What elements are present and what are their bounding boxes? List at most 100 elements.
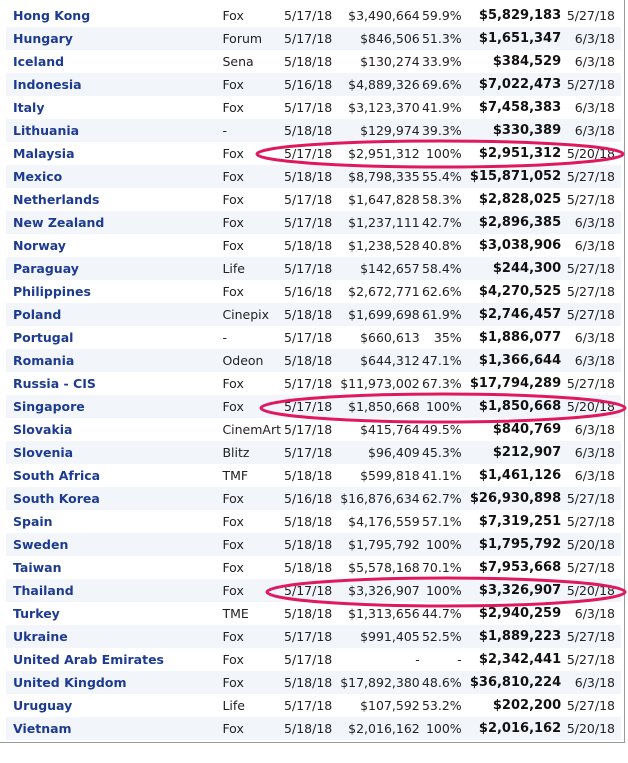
- table-row: Malaysia Fox 5/17/18 $2,951,312 100% $2,951,3…: [6, 142, 621, 165]
- total-gross-cell: $2,016,162: [465, 717, 566, 740]
- as-of-date-cell: 6/3/18: [565, 441, 621, 464]
- table-row: Iceland Sena 5/18/18 $130,274 33.9% $384,529 6…: [6, 50, 621, 73]
- as-of-date-cell: 5/27/18: [566, 560, 615, 575]
- opening-share-cell: 58.3%: [421, 192, 462, 207]
- country-cell: Hungary: [6, 27, 217, 50]
- table-row: Poland Cinepix 5/18/18 $1,699,698 61.9% $2,74…: [6, 303, 621, 326]
- distributor-cell: -: [216, 119, 285, 142]
- release-date-cell: 5/17/18: [284, 698, 333, 713]
- country-link[interactable]: United Kingdom: [13, 675, 127, 690]
- release-date-cell: 5/17/18: [284, 330, 333, 345]
- distributor-cell: TME: [222, 606, 249, 621]
- table-row: Slovenia Blitz 5/17/18 $96,409 45.3% $212,907…: [6, 441, 621, 464]
- country-cell: Turkey: [6, 602, 216, 625]
- country-link[interactable]: Vietnam: [13, 721, 72, 736]
- international-box-office-table: Hong Kong Fox 5/17/18 $3,490,664 59.9% $5,829…: [6, 4, 621, 740]
- country-cell: South Korea: [6, 487, 217, 510]
- as-of-date-cell: 6/3/18: [574, 238, 615, 253]
- opening-gross-cell: $599,818: [360, 468, 420, 483]
- opening-share-cell: 45.3%: [421, 441, 466, 464]
- country-link[interactable]: Hungary: [13, 31, 73, 46]
- opening-share-cell: 52.5%: [421, 625, 466, 648]
- opening-gross-cell: $2,951,312: [348, 146, 420, 161]
- opening-gross-cell: $2,672,771: [348, 284, 420, 299]
- distributor-cell: Fox: [222, 8, 244, 23]
- country-cell: Russia - CIS: [6, 372, 216, 395]
- country-link[interactable]: South Korea: [13, 491, 100, 506]
- opening-gross-cell: $415,764: [360, 422, 420, 437]
- as-of-date-cell: 5/27/18: [566, 514, 615, 529]
- country-link[interactable]: Iceland: [13, 54, 65, 69]
- country-link[interactable]: Norway: [13, 238, 66, 253]
- table-row: South Korea Fox 5/16/18 $16,876,634 62.7% $26…: [6, 487, 621, 510]
- country-cell: Paraguay: [6, 257, 217, 280]
- country-cell: Norway: [6, 234, 216, 257]
- total-gross-cell: $1,651,347: [465, 27, 566, 50]
- country-link[interactable]: Sweden: [13, 537, 69, 552]
- country-link[interactable]: United Arab Emirates: [13, 652, 165, 667]
- total-gross-cell: $244,300: [465, 257, 566, 280]
- as-of-date-cell: 5/27/18: [566, 698, 615, 713]
- country-link[interactable]: Uruguay: [13, 698, 73, 713]
- country-link[interactable]: Ukraine: [13, 629, 68, 644]
- total-gross-cell: $2,342,441: [478, 652, 562, 667]
- as-of-date-cell: 5/27/18: [566, 376, 615, 391]
- opening-gross-cell: $3,326,907: [336, 579, 422, 602]
- table-row: Hong Kong Fox 5/17/18 $3,490,664 59.9% $5,829…: [6, 4, 621, 27]
- country-link[interactable]: Philippines: [13, 284, 91, 299]
- opening-share-cell: 59.9%: [421, 8, 462, 23]
- country-link[interactable]: Thailand: [13, 583, 74, 598]
- distributor-cell: Fox: [216, 625, 285, 648]
- opening-gross-cell: $991,405: [336, 625, 422, 648]
- as-of-date-cell: 6/3/18: [565, 119, 621, 142]
- country-link[interactable]: Mexico: [13, 169, 63, 184]
- country-link[interactable]: Singapore: [13, 399, 85, 414]
- country-link[interactable]: Italy: [13, 100, 45, 115]
- country-link[interactable]: Portugal: [13, 330, 74, 345]
- country-link[interactable]: Netherlands: [13, 192, 100, 207]
- opening-gross-cell: $5,578,168: [348, 560, 420, 575]
- release-date-cell: 5/18/18: [284, 303, 337, 326]
- as-of-date-cell: 6/3/18: [574, 606, 615, 621]
- country-link[interactable]: Turkey: [13, 606, 60, 621]
- country-link[interactable]: Poland: [13, 307, 62, 322]
- table-row: Vietnam Fox 5/18/18 $2,016,162 100% $2,016,16…: [6, 717, 621, 740]
- as-of-date-cell: 5/27/18: [565, 487, 621, 510]
- country-link[interactable]: Malaysia: [13, 146, 75, 161]
- distributor-cell: Fox: [222, 100, 244, 115]
- release-date-cell: 5/17/18: [284, 652, 333, 667]
- country-cell: New Zealand: [6, 211, 217, 234]
- country-cell: Thailand: [6, 579, 217, 602]
- country-link[interactable]: Romania: [13, 353, 75, 368]
- country-link[interactable]: South Africa: [13, 468, 101, 483]
- total-gross-cell: $1,889,223: [465, 625, 566, 648]
- release-date-cell: 5/18/18: [284, 54, 333, 69]
- distributor-cell: TMF: [222, 468, 249, 483]
- total-gross-cell: $7,953,668: [478, 560, 562, 575]
- country-link[interactable]: Indonesia: [13, 77, 82, 92]
- opening-gross-cell: $1,237,111: [336, 211, 422, 234]
- opening-share-cell: 100%: [421, 533, 466, 556]
- total-gross-cell: $2,828,025: [478, 192, 562, 207]
- as-of-date-cell: 6/3/18: [574, 468, 615, 483]
- as-of-date-cell: 5/20/18: [565, 395, 621, 418]
- country-link[interactable]: Paraguay: [13, 261, 79, 276]
- opening-gross-cell: $1,699,698: [336, 303, 422, 326]
- country-link[interactable]: Slovakia: [13, 422, 73, 437]
- country-link[interactable]: Taiwan: [13, 560, 62, 575]
- country-link[interactable]: Lithuania: [13, 123, 80, 138]
- release-date-cell: 5/17/18: [284, 257, 337, 280]
- opening-share-cell: 33.9%: [421, 54, 462, 69]
- country-link[interactable]: Spain: [13, 514, 53, 529]
- country-link[interactable]: Hong Kong: [13, 8, 91, 23]
- country-cell: Lithuania: [6, 119, 217, 142]
- country-link[interactable]: Russia - CIS: [13, 376, 96, 391]
- distributor-cell: Fox: [216, 671, 285, 694]
- total-gross-cell: $1,366,644: [465, 349, 566, 372]
- distributor-cell: Fox: [216, 165, 285, 188]
- as-of-date-cell: 5/27/18: [566, 652, 615, 667]
- country-link[interactable]: New Zealand: [13, 215, 105, 230]
- country-link[interactable]: Slovenia: [13, 445, 74, 460]
- release-date-cell: 5/18/18: [284, 119, 337, 142]
- opening-share-cell: 70.1%: [421, 560, 462, 575]
